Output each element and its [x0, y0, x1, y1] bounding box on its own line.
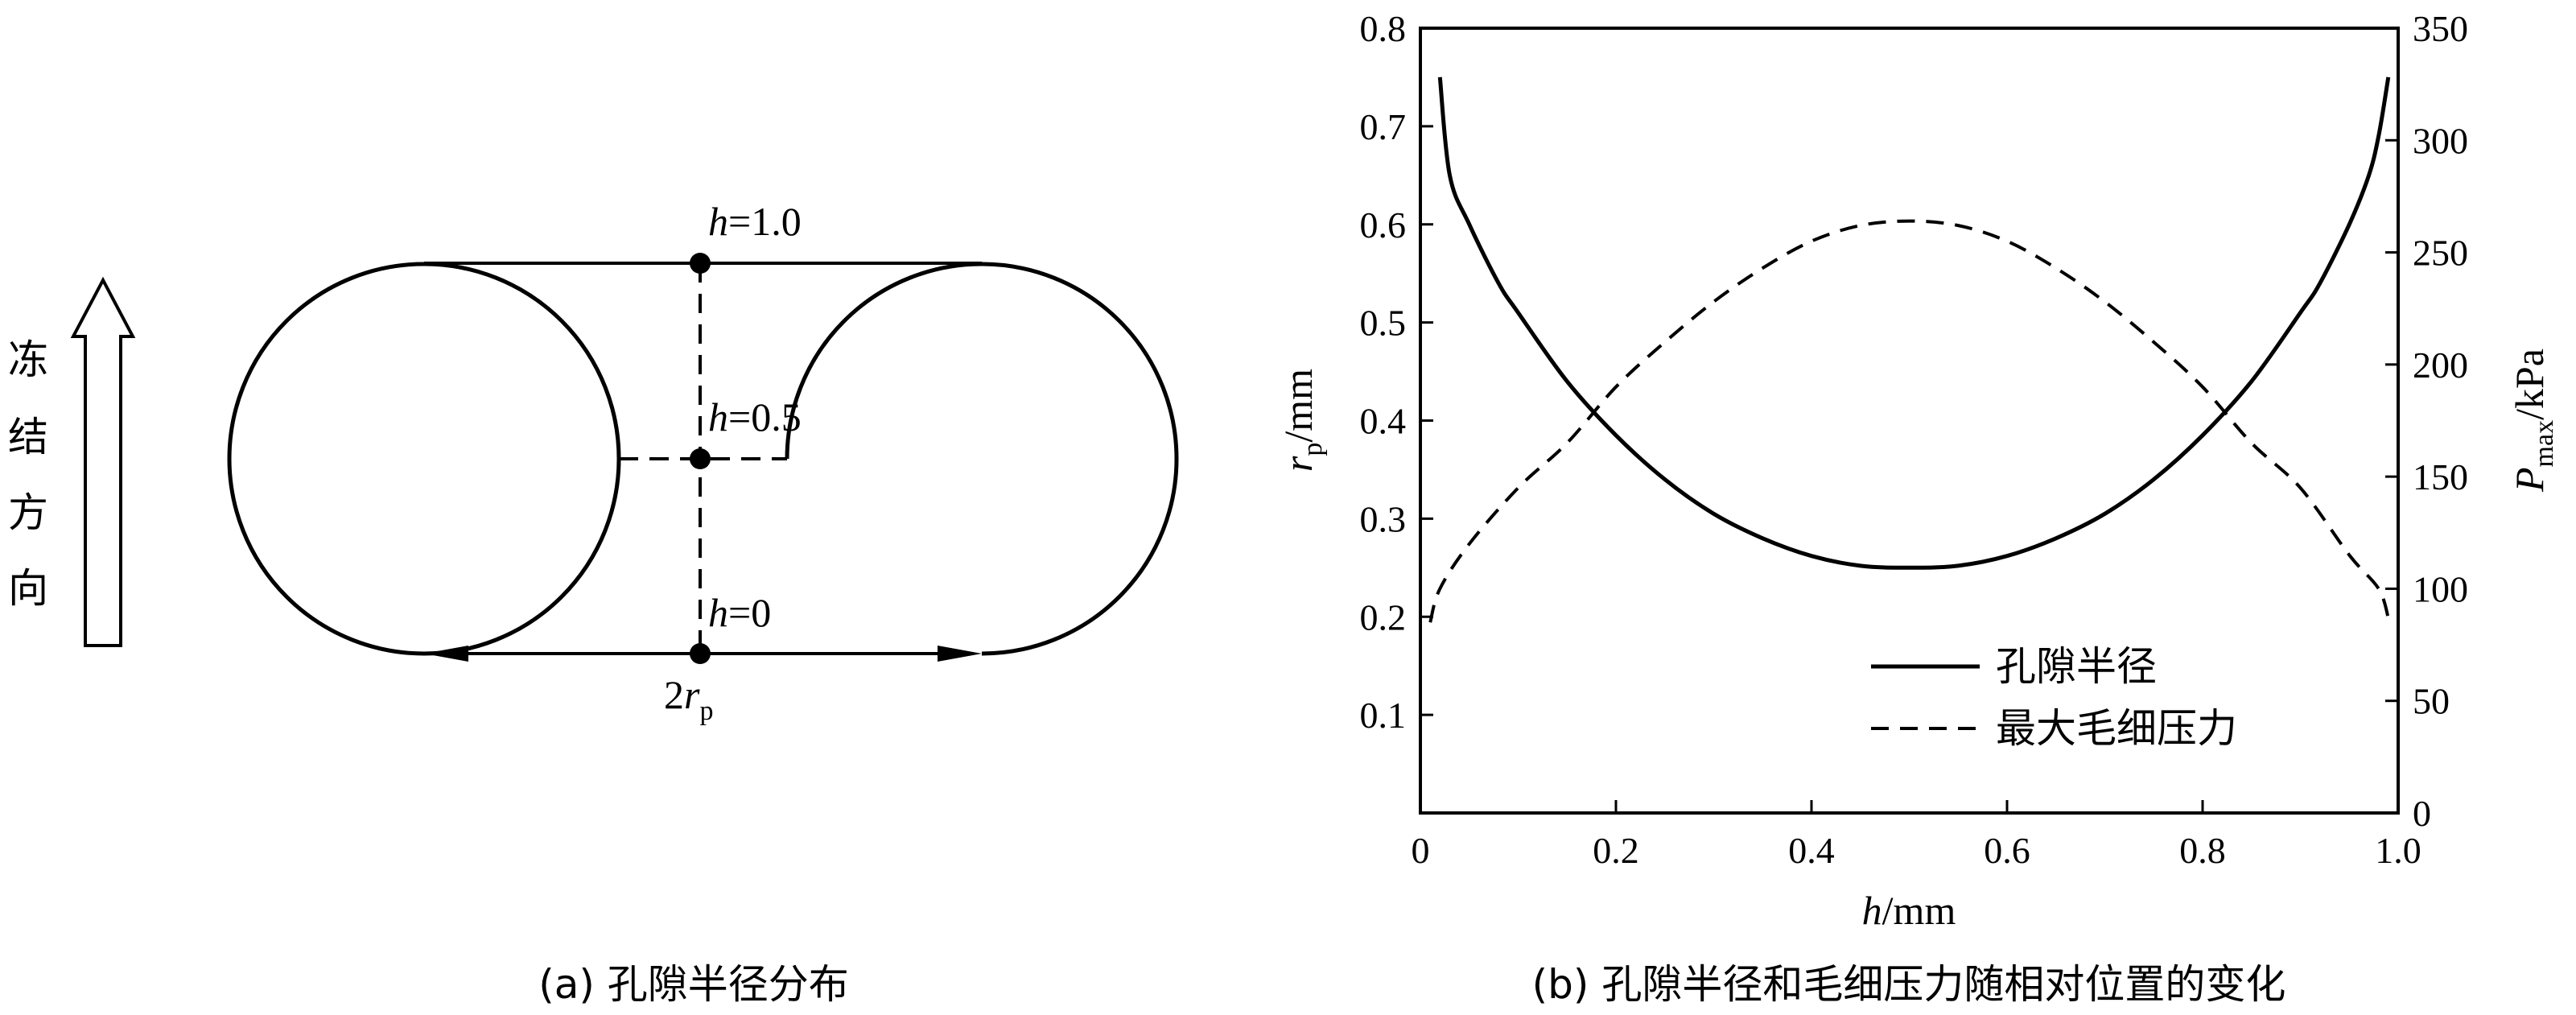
- label-h-mid: h=0.5: [708, 394, 802, 439]
- y-left-axis-label: rp/mm: [1276, 369, 1328, 472]
- y-left-tick-group: 0.1 0.2 0.3 0.4 0.5 0.6 0.7 0.8: [1360, 8, 1433, 736]
- caption-b: (b) 孔隙半径和毛细压力随相对位置的变化: [1532, 961, 2286, 1008]
- freezing-direction-arrow: [70, 276, 136, 647]
- y-left-tick-label-1: 0.2: [1360, 596, 1407, 637]
- y-left-tick-label-6: 0.7: [1360, 106, 1407, 147]
- y-left-tick-label-3: 0.4: [1360, 401, 1407, 442]
- y-right-tick-label-1: 50: [2413, 681, 2450, 722]
- x-tick-label-4: 0.8: [2179, 830, 2226, 871]
- left-circle: [227, 262, 621, 656]
- x-axis-label: h/mm: [1862, 888, 1956, 933]
- label-h-top: h=1.0: [708, 199, 802, 244]
- y-left-tick-label-4: 0.5: [1360, 303, 1407, 344]
- x-tick-group: 0 0.2 0.4 0.6 0.8 1.0: [1412, 800, 2421, 871]
- series-capillary-pressure-line: [1428, 219, 2390, 623]
- direction-char-3: 方: [8, 489, 48, 536]
- y-right-tick-group: 0 50 100 150 200 250 300 350: [2385, 8, 2468, 834]
- y-left-tick-label-7: 0.8: [1360, 8, 1407, 49]
- label-diameter: 2rp: [664, 672, 713, 726]
- y-right-tick-label-4: 200: [2413, 345, 2468, 386]
- panel-a: 冻 结 方 向 h=1.0 h=0.5 h=0 2rp: [8, 199, 1179, 1008]
- direction-char-2: 结: [8, 414, 48, 460]
- direction-char-4: 向: [8, 565, 48, 612]
- y-right-tick-label-5: 250: [2413, 233, 2468, 274]
- legend-pressure-label: 最大毛细压力: [1996, 705, 2237, 752]
- caption-a: (a) 孔隙半径分布: [538, 961, 849, 1008]
- point-h-top: [690, 253, 711, 274]
- y-right-tick-label-7: 350: [2413, 8, 2468, 49]
- legend-radius-label: 孔隙半径: [1996, 643, 2157, 690]
- y-right-tick-label-6: 300: [2413, 120, 2468, 161]
- direction-char-1: 冻: [8, 336, 48, 383]
- y-right-tick-label-0: 0: [2413, 793, 2431, 834]
- right-circle-arc: [785, 262, 1179, 656]
- y-left-tick-label-5: 0.6: [1360, 204, 1407, 245]
- left-arrowhead: [424, 646, 468, 662]
- x-tick-label-0: 0: [1412, 830, 1430, 871]
- y-right-tick-label-3: 150: [2413, 456, 2468, 497]
- plot-frame: [1419, 27, 2400, 815]
- y-left-tick-label-2: 0.3: [1360, 498, 1407, 539]
- label-h-bottom: h=0: [708, 590, 771, 635]
- right-arrowhead: [938, 646, 982, 662]
- panel-b: 0 0.2 0.4 0.6 0.8 1.0 0.10.20.30.40.50.60.70.…: [1276, 8, 2559, 1008]
- x-tick-label-2: 0.4: [1788, 830, 1835, 871]
- point-h-bottom: [690, 643, 711, 664]
- y-right-tick-label-2: 100: [2413, 568, 2468, 609]
- x-tick-label-1: 0.2: [1593, 830, 1639, 871]
- x-tick-label-5: 1.0: [2375, 830, 2421, 871]
- series-pore-radius-line: [1437, 76, 2391, 570]
- x-tick-label-3: 0.6: [1984, 830, 2030, 871]
- y-left-tick-label-0: 0.1: [1360, 695, 1407, 736]
- legend: 孔隙半径 最大毛细压力: [1871, 643, 2237, 752]
- y-right-axis-label: Pmax/kPa: [2507, 349, 2559, 493]
- point-h-mid: [690, 448, 711, 469]
